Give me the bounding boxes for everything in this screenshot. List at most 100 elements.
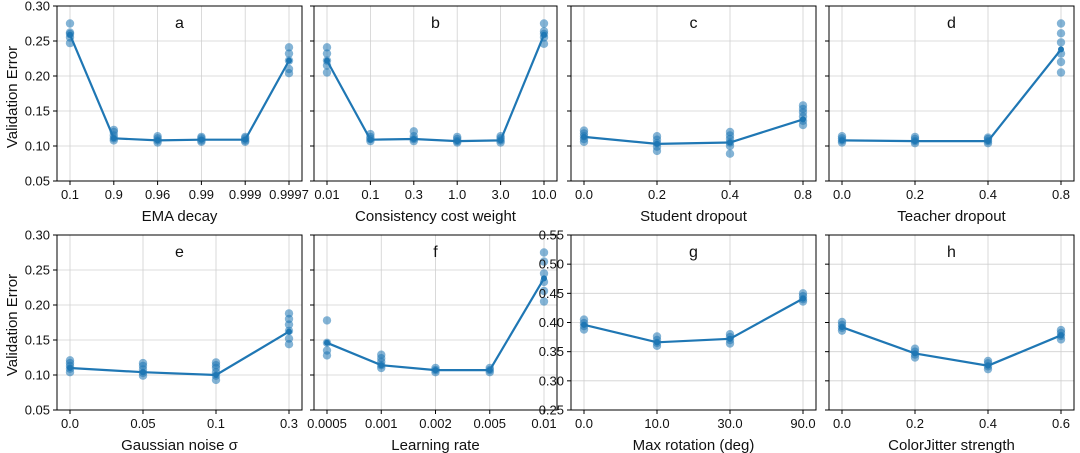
- panel-a: 0.05 0.10 0.15 0.20 0.25 0.30 0.1 0.9 0.96 0.99 0.…: [25, 0, 309, 225]
- panel-b: 0.01 0.1 0.3 1.0 3.0 10.0 Consistency cost wei…: [310, 5, 558, 225]
- x-tick-label: 0.0: [575, 416, 593, 431]
- run-point: [284, 64, 294, 74]
- run-point: [539, 286, 549, 296]
- y-tick-label: 0.45: [539, 286, 564, 301]
- x-tick-label: 0.3: [280, 416, 298, 431]
- run-point: [983, 356, 993, 366]
- x-axis-label: ColorJitter strength: [888, 437, 1015, 453]
- run-point: [409, 127, 418, 136]
- panel-letter: c: [690, 15, 698, 32]
- mean-point: [432, 367, 439, 374]
- x-axis-label: Teacher dropout: [897, 208, 1006, 225]
- run-point: [1056, 325, 1066, 335]
- run-point: [1056, 29, 1066, 38]
- mean-point: [800, 116, 806, 123]
- mean-point: [324, 339, 330, 346]
- run-point: [284, 309, 294, 318]
- y-axis-label-bottom: Validation Error: [4, 274, 21, 376]
- x-tick-label: 0.001: [365, 416, 398, 431]
- x-tick-label: 1.0: [448, 187, 466, 202]
- mean-point: [324, 57, 330, 64]
- x-tick-label: 0.9: [105, 187, 123, 202]
- x-tick-label: 30.0: [717, 416, 742, 431]
- run-point: [579, 126, 589, 135]
- mean-point: [654, 140, 660, 147]
- mean-point: [985, 362, 991, 369]
- run-point: [1056, 68, 1066, 77]
- x-tick-label: 0.005: [473, 416, 506, 431]
- y-tick-label: 0.30: [25, 0, 50, 14]
- run-point: [539, 297, 549, 306]
- run-point: [284, 43, 294, 52]
- plot-frame: [56, 5, 303, 182]
- run-point: [211, 358, 221, 367]
- y-axis-label-top: Validation Error: [4, 46, 21, 148]
- series-line: [68, 34, 290, 142]
- mean-point: [140, 369, 146, 376]
- panel-letter: e: [175, 244, 184, 261]
- y-tick-label: 0.30: [539, 373, 564, 388]
- run-point: [65, 19, 75, 28]
- x-tick-label: 3.0: [492, 187, 510, 202]
- run-point: [837, 317, 847, 327]
- x-tick-label: 90.0: [790, 416, 815, 431]
- run-point: [322, 316, 332, 325]
- mean-point: [581, 321, 587, 328]
- run-point: [322, 43, 332, 52]
- run-point: [138, 358, 148, 368]
- run-point: [725, 149, 735, 158]
- series-line: [326, 34, 546, 143]
- x-tick-label: 0.4: [979, 416, 997, 431]
- y-tick-label: 0.05: [25, 403, 50, 418]
- x-tick-label: 0.05: [130, 416, 155, 431]
- mean-point: [727, 335, 733, 342]
- x-tick-label: 0.01: [314, 187, 339, 202]
- x-tick-label: 0.0: [833, 416, 851, 431]
- run-point: [798, 289, 808, 298]
- mean-point: [67, 31, 73, 38]
- mean-point: [454, 138, 461, 145]
- y-tick-label: 0.10: [25, 139, 50, 154]
- mean-point: [286, 328, 292, 335]
- x-tick-label: 0.2: [648, 187, 666, 202]
- plot-frame: [828, 5, 1075, 182]
- x-tick-label: 0.1: [207, 416, 225, 431]
- run-point: [539, 19, 549, 28]
- x-tick-label: 0.4: [979, 187, 997, 202]
- x-axis-label: Learning rate: [391, 437, 479, 453]
- x-tick-label: 0.3: [405, 187, 423, 202]
- x-tick-label: 10.0: [644, 416, 669, 431]
- mean-point: [67, 365, 73, 371]
- mean-point: [242, 136, 249, 143]
- mean-point: [1058, 332, 1064, 339]
- x-tick-label: 0.2: [906, 187, 924, 202]
- y-tick-label: 0.40: [539, 315, 564, 330]
- x-tick-label: 0.6: [1052, 416, 1070, 431]
- x-tick-label: 0.01: [531, 416, 556, 431]
- mean-point: [800, 295, 806, 302]
- panel-f: 0.0005 0.001 0.002 0.005 0.01 Learning rate f: [307, 234, 558, 453]
- x-tick-label: 0.1: [61, 187, 79, 202]
- panel-h: 0.0 0.2 0.4 0.6 ColorJitter strength h: [825, 234, 1075, 453]
- x-tick-label: 0.96: [145, 187, 170, 202]
- mean-point: [912, 138, 918, 145]
- run-point: [652, 332, 662, 341]
- run-point: [284, 334, 294, 343]
- mean-point: [1058, 46, 1064, 53]
- run-point: [539, 257, 549, 266]
- series-line: [583, 297, 804, 344]
- mean-point: [541, 31, 547, 38]
- x-axis-label: Max rotation (deg): [633, 437, 755, 453]
- panel-d: 0.0 0.2 0.4 0.8 Teacher dropout d: [825, 5, 1075, 225]
- x-axis-label: Consistency cost weight: [355, 208, 517, 225]
- run-point: [798, 101, 808, 110]
- x-tick-label: 0.99: [189, 187, 214, 202]
- x-tick-label: 10.0: [531, 187, 556, 202]
- mean-point: [198, 136, 205, 143]
- x-tick-label: 0.0: [61, 416, 79, 431]
- panel-c: 0.0 0.2 0.4 0.8 Student dropout c: [567, 5, 817, 225]
- y-tick-label: 0.10: [25, 368, 50, 383]
- plot-frame: [313, 5, 558, 182]
- run-point: [65, 356, 75, 365]
- series-line: [69, 330, 290, 377]
